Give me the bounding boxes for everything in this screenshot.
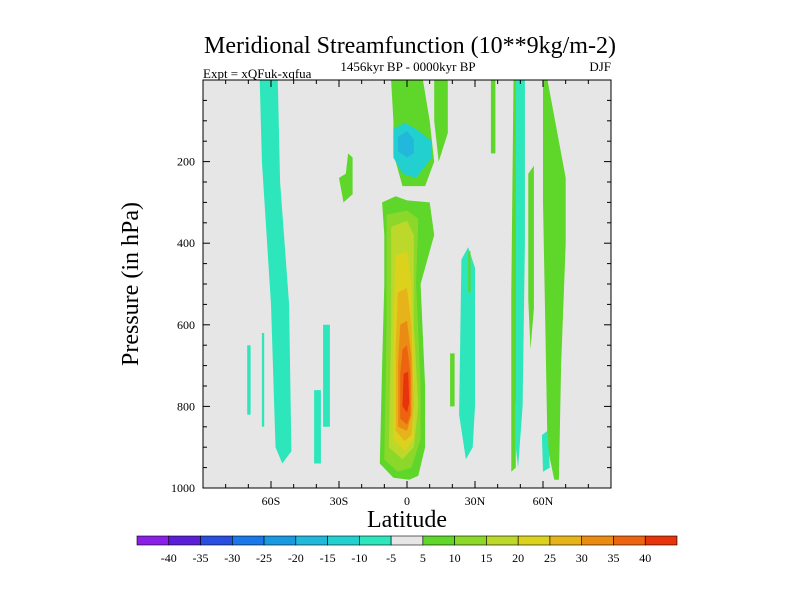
plot-area: [202, 79, 612, 489]
colorbar-box: [486, 535, 519, 546]
contour-region-band-28s: [339, 153, 353, 203]
colorbar-label: -15: [320, 551, 336, 565]
colorbar-box: [200, 535, 233, 546]
y-tick-label: 800: [177, 399, 195, 413]
colorbar-box: [613, 535, 646, 546]
x-axis-label: Latitude: [367, 507, 447, 533]
chart-title: Meridional Streamfunction (10**9kg/m-2): [204, 33, 616, 59]
colorbar-label: 15: [480, 551, 492, 565]
colorbar-label: -40: [161, 551, 177, 565]
contour-region-band-28n-mid: [468, 251, 471, 293]
colorbar-box: [517, 535, 551, 546]
y-axis-label: Pressure (in hPa): [118, 202, 144, 366]
contour-region-band-35s: [323, 324, 330, 427]
y-tick-label: 400: [177, 236, 195, 250]
x-axis: 60S 30S 0 30N 60N: [202, 80, 612, 508]
colorbar-label: 10: [449, 551, 461, 565]
contour-region-band-60s: [259, 80, 292, 464]
y-tick-label: 200: [177, 155, 195, 169]
colorbar-label: 5: [420, 551, 426, 565]
colorbar-box: [422, 535, 455, 546]
contour-region-band-63n-low: [541, 430, 550, 472]
x-tick-label: 30N: [465, 494, 486, 508]
colorbar-box: [168, 535, 201, 546]
colorbar-label: -5: [386, 551, 396, 565]
x-tick-label: 30S: [330, 494, 349, 508]
x-tick-label: 60S: [262, 494, 281, 508]
contour-region-band-upper-eq-core: [397, 131, 414, 158]
colorbar-label: 30: [576, 551, 588, 565]
contour-region-band-14n: [434, 80, 448, 162]
colorbar-box: [136, 535, 170, 546]
contour-region-band-62s: [261, 333, 265, 427]
contour-region-band-62n: [543, 80, 566, 480]
x-tick-label: 60N: [533, 494, 554, 508]
colorbar-box: [644, 535, 678, 546]
colorbar-label: 35: [607, 551, 619, 565]
contour-region-band-38s-low: [314, 390, 321, 464]
colorbar-box: [295, 535, 328, 546]
contour-region-band-25n-low: [450, 353, 455, 407]
colorbar-box: [581, 535, 614, 546]
contour-regions: [247, 80, 566, 480]
colorbar-label: -20: [288, 551, 304, 565]
colorbar-box: [390, 535, 424, 546]
colorbar-label: -10: [351, 551, 367, 565]
colorbar-label: -35: [193, 551, 209, 565]
colorbar-label: -30: [224, 551, 240, 565]
contour-region-band-lower-eq-45: [402, 371, 410, 413]
colorbar-box: [327, 535, 360, 546]
colorbar: -40 -35 -30 -25 -20 -15 -10 -5 5 10 15 20 25 30 35 40: [136, 535, 678, 565]
colorbar-box: [549, 535, 583, 546]
colorbar-box: [454, 535, 487, 546]
colorbar-label: 25: [544, 551, 556, 565]
subtitle-right: DJF: [589, 59, 611, 74]
contour-region-band-27n: [459, 247, 475, 460]
colorbar-box: [263, 535, 297, 546]
colorbar-box: [231, 535, 265, 546]
contour-region-band-38n: [490, 80, 496, 154]
colorbar-box: [359, 535, 392, 546]
y-tick-label: 600: [177, 318, 195, 332]
contour-region-band-69s: [247, 345, 251, 415]
contour-region-band-52n: [515, 80, 525, 468]
colorbar-label: 20: [512, 551, 524, 565]
subtitle-left: Expt = xQFuk-xqfua: [203, 66, 312, 81]
subtitle-center: 1456kyr BP - 0000kyr BP: [340, 59, 475, 74]
colorbar-label: -25: [256, 551, 272, 565]
y-tick-label: 1000: [171, 481, 195, 495]
y-axis: 200 400 600 800 1000: [171, 79, 611, 495]
colorbar-label: 40: [639, 551, 651, 565]
x-tick-label: 0: [404, 494, 410, 508]
contour-region-band-55n: [528, 165, 534, 350]
